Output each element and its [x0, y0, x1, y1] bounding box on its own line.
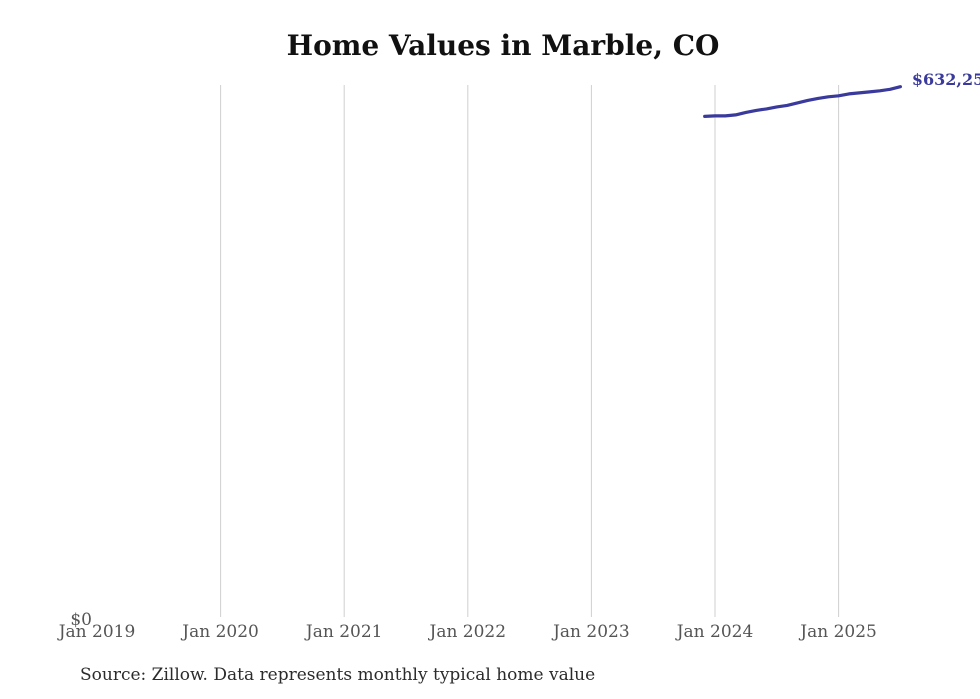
- y-zero-label: $0: [70, 610, 92, 630]
- x-tick-label: Jan 2022: [428, 622, 507, 642]
- x-tick-label: Jan 2024: [675, 622, 754, 642]
- x-tick-label: Jan 2021: [304, 622, 383, 642]
- value-line: [703, 85, 902, 118]
- end-value-label: $632,255: [912, 70, 980, 89]
- source-note: Source: Zillow. Data represents monthly …: [80, 665, 596, 685]
- x-tick-label: Jan 2023: [551, 622, 630, 642]
- x-tick-label: Jan 2020: [180, 622, 259, 642]
- chart-title: Home Values in Marble, CO: [286, 29, 720, 62]
- x-tick-label: Jan 2025: [798, 622, 877, 642]
- x-tick-label: Jan 2019: [57, 622, 136, 642]
